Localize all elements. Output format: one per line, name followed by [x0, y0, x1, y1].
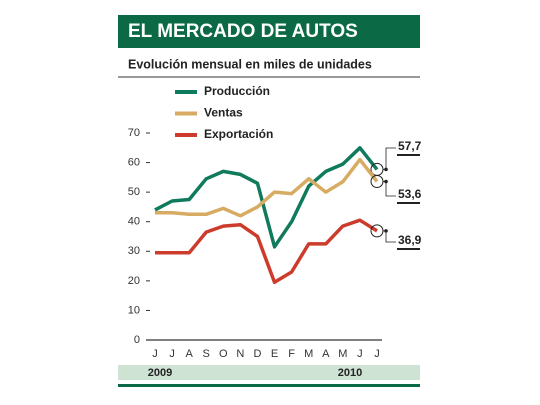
connector: [383, 181, 396, 197]
chart-subtitle: Evolución mensual en miles de unidades: [128, 57, 372, 71]
legend-label: Exportación: [204, 127, 273, 141]
legend-label: Producción: [204, 84, 270, 98]
x-tick-label: F: [288, 348, 295, 360]
x-tick-label: N: [236, 348, 244, 360]
chart-title: EL MERCADO DE AUTOS: [128, 21, 358, 42]
line-series: [154, 146, 379, 249]
y-tick-label: 40: [128, 216, 140, 228]
x-tick-label: D: [253, 348, 261, 360]
y-tick-label: 60: [128, 156, 140, 168]
x-tick-label: M: [338, 348, 347, 360]
x-tick-label: J: [169, 348, 175, 360]
x-tick-label: A: [185, 348, 193, 360]
connector-dot: [384, 179, 388, 184]
connector-dot: [384, 229, 388, 233]
y-tick-label: 10: [128, 304, 140, 316]
y-tick-label: 0: [134, 334, 140, 346]
value-label: 36,9: [398, 233, 422, 247]
x-tick-label: E: [271, 348, 278, 360]
connector-dot: [384, 167, 388, 172]
y-tick-label: 20: [128, 275, 140, 287]
y-tick-label: 50: [128, 186, 140, 198]
title-bar: [118, 15, 420, 48]
x-tick-label: S: [203, 348, 210, 360]
year-label: 2010: [338, 367, 362, 379]
value-label: 53,6: [398, 187, 422, 201]
connector: [383, 147, 396, 170]
year-bar: [118, 365, 420, 380]
x-tick-label: O: [219, 348, 228, 360]
line-series: [155, 157, 379, 218]
y-tick-label: 70: [128, 127, 140, 139]
year-label: 2009: [148, 367, 172, 379]
legend-label: Ventas: [204, 106, 243, 120]
line-series: [155, 218, 378, 285]
bottom-rule: [118, 384, 420, 387]
connector: [383, 230, 396, 243]
x-tick-label: J: [152, 348, 158, 360]
x-tick-label: M: [304, 348, 313, 360]
value-label: 57,7: [398, 139, 422, 153]
x-tick-label: J: [374, 348, 380, 360]
x-tick-label: A: [322, 348, 330, 360]
y-tick-label: 30: [128, 245, 140, 257]
x-tick-label: J: [357, 348, 363, 360]
